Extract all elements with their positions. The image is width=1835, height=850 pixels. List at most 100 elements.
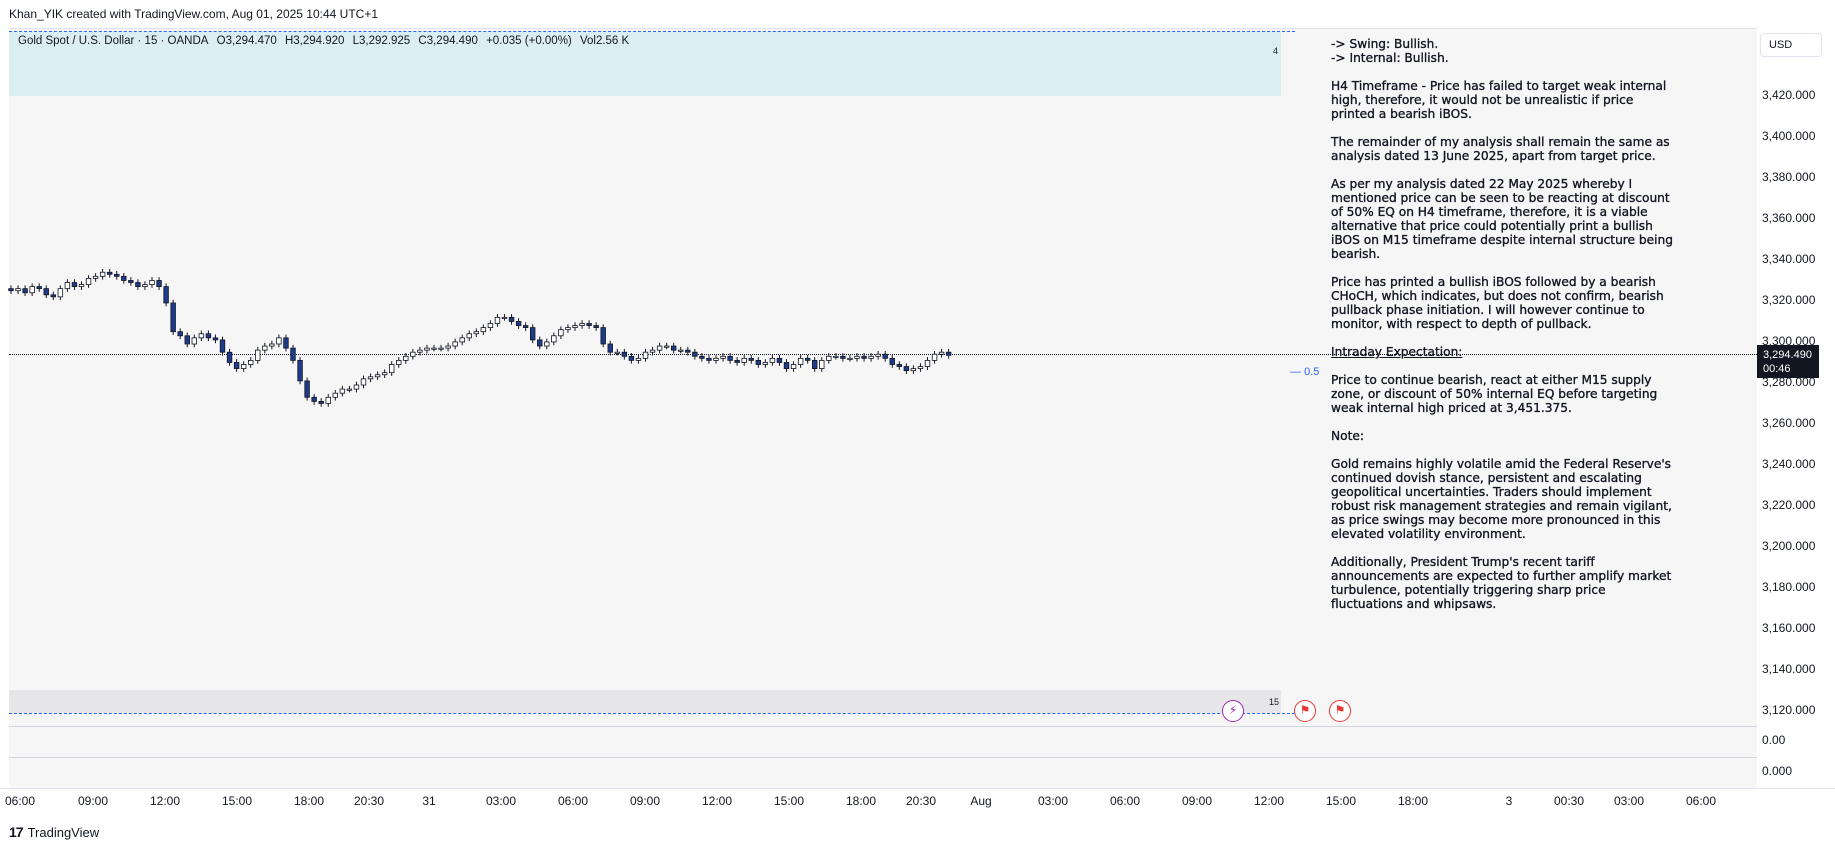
supply-zone-line[interactable] bbox=[9, 31, 1295, 32]
demand-zone-line[interactable] bbox=[9, 713, 1295, 714]
candle-body bbox=[663, 345, 670, 348]
candle-body bbox=[445, 345, 451, 349]
candle bbox=[431, 344, 437, 352]
time-label: 03:00 bbox=[485, 794, 517, 808]
candle bbox=[57, 285, 64, 301]
candle-body bbox=[861, 355, 867, 359]
candle-body bbox=[875, 353, 881, 357]
candle bbox=[255, 346, 261, 364]
candle-body bbox=[283, 337, 289, 349]
candle bbox=[819, 357, 825, 372]
candle bbox=[388, 361, 395, 376]
time-label: 15:00 bbox=[773, 794, 805, 808]
candle bbox=[269, 340, 275, 350]
footer-brand[interactable]: 17 TradingView bbox=[9, 824, 99, 840]
candle bbox=[494, 314, 501, 327]
candle bbox=[487, 320, 494, 331]
candle-body bbox=[671, 345, 677, 351]
candle bbox=[579, 320, 585, 329]
candle bbox=[290, 344, 296, 364]
lightning-icon[interactable]: ⚡ bbox=[1222, 700, 1244, 722]
candle-body bbox=[621, 351, 628, 357]
candle bbox=[156, 277, 162, 290]
candle-body bbox=[255, 349, 261, 361]
candle-body bbox=[184, 335, 190, 345]
demand-zone[interactable] bbox=[9, 690, 1281, 713]
candle-body bbox=[812, 359, 818, 369]
candle-body bbox=[128, 280, 134, 283]
price-tick: 3,380.000 bbox=[1762, 170, 1816, 184]
candle-body bbox=[579, 323, 585, 326]
candle bbox=[917, 363, 924, 372]
currency-selector[interactable]: USD bbox=[1760, 33, 1822, 57]
candle-body bbox=[537, 339, 543, 347]
chart-area[interactable] bbox=[9, 28, 1757, 816]
candle-body bbox=[240, 364, 247, 369]
candle-body bbox=[649, 349, 656, 353]
candle-body bbox=[381, 372, 388, 376]
candle bbox=[135, 279, 141, 290]
candle-body bbox=[374, 374, 381, 378]
candle-body bbox=[396, 359, 402, 365]
price-axis[interactable] bbox=[1757, 28, 1835, 816]
time-label: 15:00 bbox=[1325, 794, 1357, 808]
symbol-name[interactable]: Gold Spot / U.S. Dollar · 15 · OANDA bbox=[18, 35, 209, 47]
time-axis[interactable] bbox=[0, 788, 1835, 816]
supply-zone[interactable] bbox=[9, 32, 1281, 96]
candle-body bbox=[642, 351, 649, 359]
candle bbox=[452, 338, 458, 350]
pane-separator[interactable] bbox=[9, 726, 1757, 727]
candle bbox=[515, 318, 522, 329]
candle-body bbox=[156, 280, 162, 288]
price-tick: 3,420.000 bbox=[1762, 88, 1816, 102]
candle bbox=[170, 299, 176, 335]
candle bbox=[600, 324, 606, 348]
candle-body bbox=[107, 271, 113, 275]
candle-body bbox=[233, 362, 240, 370]
us-flag-icon[interactable]: ⚑ bbox=[1329, 700, 1351, 722]
candle bbox=[276, 334, 282, 348]
time-label: 12:00 bbox=[149, 794, 181, 808]
candle-body bbox=[741, 357, 747, 363]
candle-body bbox=[226, 351, 233, 363]
candle bbox=[607, 340, 613, 356]
us-flag-icon[interactable]: ⚑ bbox=[1294, 700, 1316, 722]
candle bbox=[776, 355, 783, 366]
note-swing: -> Swing: Bullish. bbox=[1331, 37, 1439, 51]
pane-separator[interactable] bbox=[9, 757, 1757, 758]
candle bbox=[692, 348, 698, 360]
note-h4: H4 Timeframe - Price has failed to targe… bbox=[1331, 79, 1667, 121]
candle-body bbox=[903, 366, 910, 372]
candle-body bbox=[198, 333, 205, 339]
price-tick: 3,160.000 bbox=[1762, 621, 1816, 635]
candle bbox=[50, 291, 56, 301]
candle bbox=[198, 330, 205, 342]
ohlc-high: H3,294.920 bbox=[284, 35, 345, 47]
candle bbox=[812, 357, 818, 372]
candle-body bbox=[797, 357, 804, 365]
time-label: 06:00 bbox=[1109, 794, 1141, 808]
note-internal: -> Internal: Bullish. bbox=[1331, 51, 1449, 65]
candle bbox=[727, 353, 733, 364]
ohlc-close: C3,294.490 bbox=[418, 35, 478, 47]
candle bbox=[861, 353, 867, 362]
candle bbox=[762, 359, 769, 368]
candle-body bbox=[706, 357, 712, 361]
candle-body bbox=[297, 359, 303, 382]
candle bbox=[480, 324, 487, 335]
time-label: 00:30 bbox=[1553, 794, 1585, 808]
candle bbox=[530, 324, 536, 344]
candle bbox=[614, 348, 620, 356]
candle bbox=[826, 353, 832, 364]
time-label: 06:00 bbox=[557, 794, 589, 808]
time-label: 12:00 bbox=[1253, 794, 1285, 808]
time-label: 18:00 bbox=[293, 794, 325, 808]
symbol-legend[interactable]: Gold Spot / U.S. Dollar · 15 · OANDA O3,… bbox=[18, 35, 634, 47]
candle-body bbox=[600, 327, 606, 345]
candle bbox=[304, 377, 310, 401]
candle-body bbox=[205, 333, 212, 339]
candle bbox=[847, 355, 853, 362]
volume-value: Vol2.56 K bbox=[579, 35, 630, 47]
price-tick: 3,120.000 bbox=[1762, 703, 1816, 717]
